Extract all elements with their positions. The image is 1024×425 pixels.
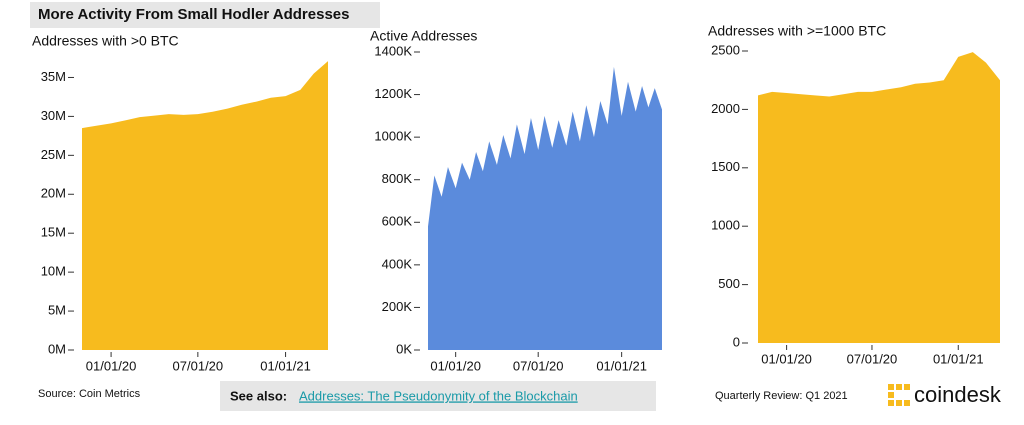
y-tick-label: 2000 — [711, 101, 740, 116]
chart-title: Active Addresses — [370, 28, 477, 44]
y-tick-label: 1400K — [374, 43, 412, 58]
y-tick-label: 2500 — [711, 42, 740, 57]
y-tick-label: 200K — [382, 299, 413, 314]
x-tick-label: 01/01/20 — [761, 351, 812, 366]
y-tick-label: 400K — [382, 256, 413, 271]
y-tick-label: 800K — [382, 171, 413, 186]
see-also-link[interactable]: Addresses: The Pseudonymity of the Block… — [299, 388, 578, 403]
logo-icon — [888, 384, 910, 406]
x-tick-label: 01/01/20 — [430, 358, 481, 373]
source: Source: Coin Metrics — [38, 388, 141, 400]
area — [428, 66, 662, 351]
y-tick-label: 35M — [41, 69, 66, 84]
y-tick-label: 30M — [41, 108, 66, 123]
area — [82, 61, 328, 351]
x-tick-label: 01/01/21 — [933, 351, 984, 366]
chart-title: Addresses with >0 BTC — [32, 33, 179, 49]
x-tick-label: 07/01/20 — [847, 351, 898, 366]
y-tick-label: 5M — [48, 303, 66, 318]
y-tick-label: 20M — [41, 186, 66, 201]
x-tick-label: 01/01/21 — [260, 358, 311, 373]
x-tick-label: 07/01/20 — [173, 358, 224, 373]
see-also-box — [220, 381, 656, 411]
y-tick-label: 0 — [733, 334, 740, 349]
chart-title: Addresses with >=1000 BTC — [708, 23, 886, 39]
y-tick-label: 25M — [41, 147, 66, 162]
header-title: More Activity From Small Hodler Addresse… — [38, 6, 349, 23]
x-tick-label: 01/01/21 — [596, 358, 647, 373]
y-tick-label: 10M — [41, 264, 66, 279]
see-also-label: See also: — [230, 388, 287, 403]
header-box — [30, 2, 380, 28]
brand: coindesk — [914, 382, 1002, 407]
y-tick-label: 1500 — [711, 159, 740, 174]
y-tick-label: 1000K — [374, 129, 412, 144]
x-tick-label: 01/01/20 — [86, 358, 137, 373]
y-tick-label: 15M — [41, 225, 66, 240]
y-tick-label: 500 — [718, 276, 740, 291]
y-tick-label: 1200K — [374, 86, 412, 101]
area — [758, 52, 1000, 343]
x-tick-label: 07/01/20 — [513, 358, 564, 373]
y-tick-label: 0K — [396, 341, 412, 356]
y-tick-label: 1000 — [711, 218, 740, 233]
y-tick-label: 600K — [382, 214, 413, 229]
review: Quarterly Review: Q1 2021 — [715, 390, 848, 402]
y-tick-label: 0M — [48, 341, 66, 356]
